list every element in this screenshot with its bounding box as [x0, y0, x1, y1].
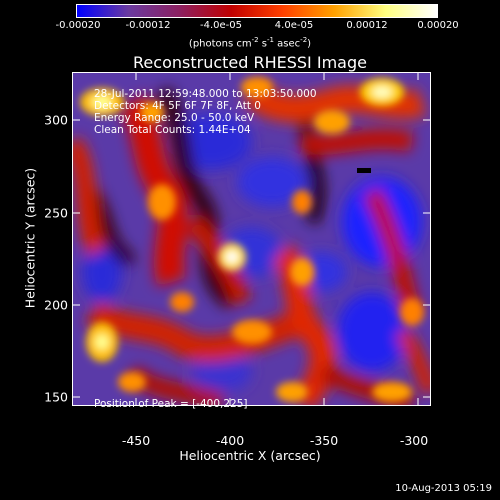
y-tick-label: 150 — [44, 390, 68, 405]
annotation-detectors: Detectors: 4F 5F 6F 7F 8F, Att 0 — [94, 100, 261, 112]
x-tick-label: -450 — [122, 433, 150, 448]
image-plot: 28-Jul-2011 12:59:48.000 to 13:03:50.000… — [72, 72, 431, 406]
annotation-energy: Energy Range: 25.0 - 50.0 keV — [94, 112, 254, 124]
annotation-clean: Clean Total Counts: 1.44E+04 — [94, 124, 251, 136]
y-tick-label: 200 — [44, 298, 68, 313]
footer-timestamp: 10-Aug-2013 05:19 — [395, 483, 492, 494]
x-tick-label: -400 — [216, 433, 244, 448]
colorbar-tick: 0.00012 — [346, 20, 387, 31]
y-axis-label: Heliocentric Y (arcsec) — [23, 168, 38, 308]
x-tick-label: -300 — [400, 433, 428, 448]
x-tick-label: -350 — [310, 433, 338, 448]
colorbar — [76, 4, 438, 18]
annotation-peak: Position of Peak = [-400,225] — [94, 398, 248, 410]
colorbar-tick: -0.00020 — [56, 20, 101, 31]
colorbar-tick: -0.00012 — [126, 20, 171, 31]
colorbar-units: (photons cm-2 s-1 asec-2) — [0, 36, 500, 49]
colorbar-tick: 4.0e-05 — [275, 20, 313, 31]
colorbar-tick: -4.0e-05 — [200, 20, 242, 31]
y-tick-label: 300 — [44, 113, 68, 128]
colorbar-tick: 0.00020 — [417, 20, 458, 31]
annotation-time: 28-Jul-2011 12:59:48.000 to 13:03:50.000 — [94, 88, 317, 100]
plot-title: Reconstructed RHESSI Image — [0, 53, 500, 72]
y-tick-label: 250 — [44, 206, 68, 221]
x-axis-label: Heliocentric X (arcsec) — [0, 448, 500, 463]
